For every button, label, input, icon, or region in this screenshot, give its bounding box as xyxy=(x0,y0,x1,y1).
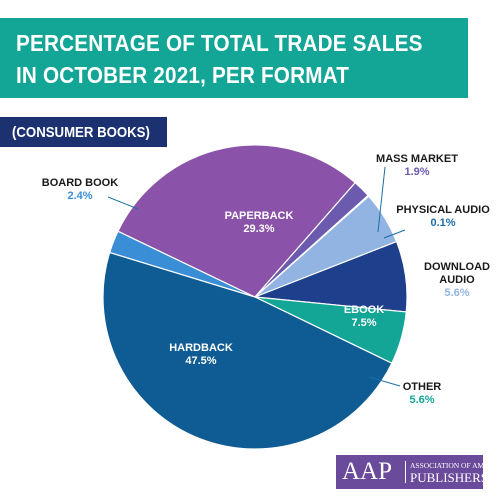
leader-line-other xyxy=(368,376,401,387)
logo-mark: AAP xyxy=(342,458,393,485)
aap-logo: AAP ASSOCIATION OF AMERICAN PUBLISHERS xyxy=(336,455,500,489)
leader-line-physical-audio xyxy=(383,229,406,239)
logo-divider xyxy=(405,461,406,483)
title-banner: PERCENTAGE OF TOTAL TRADE SALES IN OCTOB… xyxy=(0,18,468,98)
slice-value-physical-audio: 0.1% xyxy=(430,217,455,229)
slice-value-ebook: 7.5% xyxy=(351,317,376,329)
pie-slice-paperback xyxy=(117,144,357,298)
leader-line-mass-market xyxy=(377,166,386,233)
slice-label-download-audio-line-1: DOWNLOAD xyxy=(424,261,490,273)
logo-text-line-1: ASSOCIATION OF AMERICAN xyxy=(410,461,500,470)
slice-label-mass-market: MASS MARKET xyxy=(376,153,458,165)
slice-label-hardback: HARDBACK xyxy=(169,342,233,354)
subtitle-box: (CONSUMER BOOKS) xyxy=(0,117,167,147)
logo-text-line-2: PUBLISHERS xyxy=(410,470,489,485)
slice-label-download-audio-line-2: AUDIO xyxy=(439,274,475,286)
slice-value-hardback: 47.5% xyxy=(185,355,216,367)
slice-value-mass-market: 1.9% xyxy=(404,166,429,178)
slice-label-physical-audio: PHYSICAL AUDIO xyxy=(396,204,490,216)
slice-value-board-book: 2.4% xyxy=(67,190,92,202)
slice-label-board-book: BOARD BOOK xyxy=(42,177,118,189)
leader-line-board-book xyxy=(107,196,139,210)
slice-label-paperback: PAPERBACK xyxy=(225,210,294,222)
chart-subtitle: (CONSUMER BOOKS) xyxy=(12,124,150,141)
slice-value-other: 5.6% xyxy=(409,394,434,406)
chart-title-line-2: IN OCTOBER 2021, PER FORMAT xyxy=(16,62,350,88)
slice-label-ebook: EBOOK xyxy=(344,304,384,316)
slice-label-other: OTHER xyxy=(403,381,442,393)
chart-title-line-1: PERCENTAGE OF TOTAL TRADE SALES xyxy=(16,30,423,56)
pie-slice-hardback xyxy=(102,251,393,450)
slice-value-download-audio: 5.6% xyxy=(444,287,469,299)
slice-value-paperback: 29.3% xyxy=(243,223,274,235)
